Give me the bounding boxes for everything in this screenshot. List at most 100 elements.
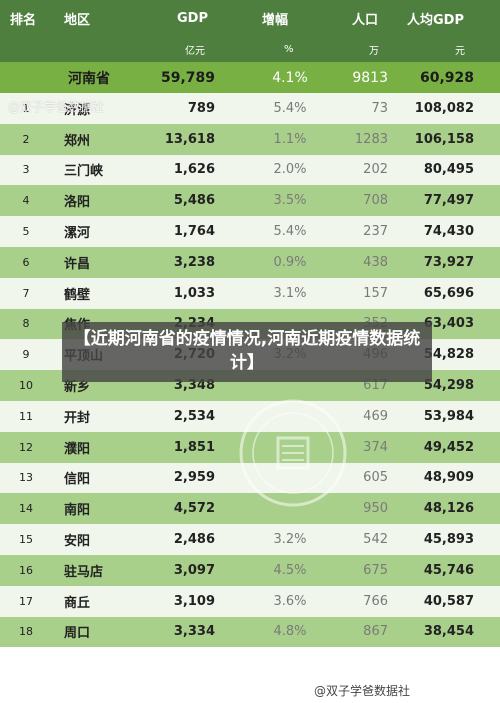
table-header-row: 排名 地区 GDP 增幅 人口 人均GDP (0, 0, 500, 36)
row-population: 542 (363, 532, 388, 548)
table-row: 14 南阳 4,572 950 48,126 (0, 493, 500, 525)
table-row: 2 郑州 13,618 1.1% 1283 106,158 (0, 123, 500, 155)
row-region: 周口 (64, 626, 91, 642)
table-row: 17 商丘 3,109 3.6% 766 40,587 (0, 585, 500, 617)
header-population: 人口 (352, 12, 379, 28)
row-gdp: 13,618 (164, 131, 215, 147)
row-population: 157 (363, 285, 388, 301)
row-region: 新乡 (64, 380, 91, 396)
row-population: 1283 (354, 131, 388, 147)
row-rank: 13 (19, 471, 33, 485)
row-population: 605 (363, 470, 388, 486)
row-region: 洛阳 (64, 195, 91, 211)
row-per-capita-gdp: 74,430 (423, 224, 474, 240)
row-region: 驻马店 (64, 564, 104, 580)
header-rank: 排名 (10, 12, 37, 28)
row-region: 南阳 (64, 503, 91, 519)
row-gdp: 5,486 (173, 193, 215, 209)
row-rank: 1 (22, 101, 30, 115)
row-growth: 4.5% (273, 562, 307, 578)
row-gdp: 1,626 (173, 162, 215, 178)
row-region: 濮阳 (64, 441, 91, 457)
row-gdp: 789 (187, 100, 215, 116)
unit-per-capita-gdp: 元 (455, 45, 465, 57)
table-row: 15 安阳 2,486 3.2% 542 45,893 (0, 524, 500, 555)
row-growth: 0.9% (273, 254, 307, 270)
row-rank: 15 (19, 533, 33, 547)
table-row: 11 开封 2,534 469 53,984 (0, 401, 500, 432)
header-region: 地区 (64, 12, 91, 28)
province-gdp: 59,789 (160, 69, 215, 86)
row-per-capita-gdp: 65,696 (423, 285, 474, 301)
row-rank: 8 (22, 317, 30, 331)
row-rank: 14 (19, 502, 33, 516)
row-region: 三门峡 (64, 164, 104, 180)
table-row: 12 濮阳 1,851 374 49,452 (0, 431, 500, 463)
row-per-capita-gdp: 38,454 (423, 624, 474, 640)
row-gdp: 2,534 (173, 408, 215, 424)
row-gdp: 3,109 (173, 593, 215, 609)
row-per-capita-gdp: 108,082 (414, 100, 474, 116)
row-per-capita-gdp: 48,126 (423, 501, 474, 517)
row-population: 202 (363, 162, 388, 178)
row-rank: 17 (19, 594, 33, 608)
table-units-row: 亿元 % 万 元 (0, 36, 500, 62)
province-population: 9813 (352, 69, 388, 86)
row-per-capita-gdp: 49,452 (423, 439, 474, 455)
row-per-capita-gdp: 106,158 (414, 131, 474, 147)
row-gdp: 4,572 (173, 501, 215, 517)
table-row: 6 许昌 3,238 0.9% 438 73,927 (0, 247, 500, 278)
row-per-capita-gdp: 54,828 (423, 347, 474, 363)
row-growth: 5.4% (273, 100, 307, 116)
row-growth: 3.2% (273, 532, 307, 548)
row-per-capita-gdp: 73,927 (423, 254, 474, 270)
seal-stamp (239, 399, 347, 507)
row-population: 469 (363, 408, 388, 424)
row-population: 950 (363, 501, 388, 517)
province-name: 河南省 (68, 70, 110, 87)
row-population: 374 (363, 439, 388, 455)
row-growth: 3.6% (273, 593, 307, 609)
row-growth: 1.1% (273, 131, 307, 147)
row-rank: 10 (19, 379, 33, 393)
unit-population: 万 (369, 45, 379, 57)
province-growth: 4.1% (272, 69, 308, 86)
row-per-capita-gdp: 54,298 (423, 378, 474, 394)
row-gdp: 3,238 (173, 254, 215, 270)
table-row: 16 驻马店 3,097 4.5% 675 45,746 (0, 555, 500, 586)
row-region: 商丘 (64, 595, 91, 611)
row-population: 867 (363, 624, 388, 640)
table-row: 18 周口 3,334 4.8% 867 38,454 (0, 616, 500, 648)
row-population: 438 (363, 254, 388, 270)
row-rank: 9 (22, 348, 30, 362)
row-population: 73 (371, 100, 388, 116)
row-gdp: 3,097 (173, 562, 215, 578)
row-region: 济源 (64, 102, 91, 118)
row-per-capita-gdp: 45,893 (423, 532, 474, 548)
row-gdp: 1,033 (173, 285, 215, 301)
watermark-bottom: @双子学爸数据社 (314, 684, 411, 698)
table-row: 4 洛阳 5,486 3.5% 708 77,497 (0, 185, 500, 217)
row-rank: 12 (19, 440, 33, 454)
row-rank: 3 (22, 163, 30, 177)
province-total-row: 河南省 59,789 4.1% 9813 60,928 (0, 62, 500, 93)
row-rank: 2 (22, 132, 30, 146)
row-per-capita-gdp: 45,746 (423, 562, 474, 578)
table-row: 5 漯河 1,764 5.4% 237 74,430 (0, 216, 500, 247)
row-population: 675 (363, 562, 388, 578)
header-per-capita-gdp: 人均GDP (407, 12, 464, 28)
header-gdp: GDP (177, 10, 208, 26)
row-per-capita-gdp: 80,495 (423, 162, 474, 178)
watermark-top: @双子学爸数据社 (8, 100, 105, 114)
row-region: 郑州 (64, 133, 91, 149)
table-row: 3 三门峡 1,626 2.0% 202 80,495 (0, 154, 500, 186)
row-population: 237 (363, 224, 388, 240)
row-growth: 4.8% (273, 624, 307, 640)
row-gdp: 2,959 (173, 470, 215, 486)
row-rank: 11 (19, 409, 33, 423)
table-row: 1 济源 789 5.4% 73 108,082 (0, 93, 500, 124)
row-region: 鹤壁 (64, 287, 91, 303)
row-region: 许昌 (64, 256, 91, 272)
row-per-capita-gdp: 63,403 (423, 316, 474, 332)
row-gdp: 1,851 (173, 439, 215, 455)
